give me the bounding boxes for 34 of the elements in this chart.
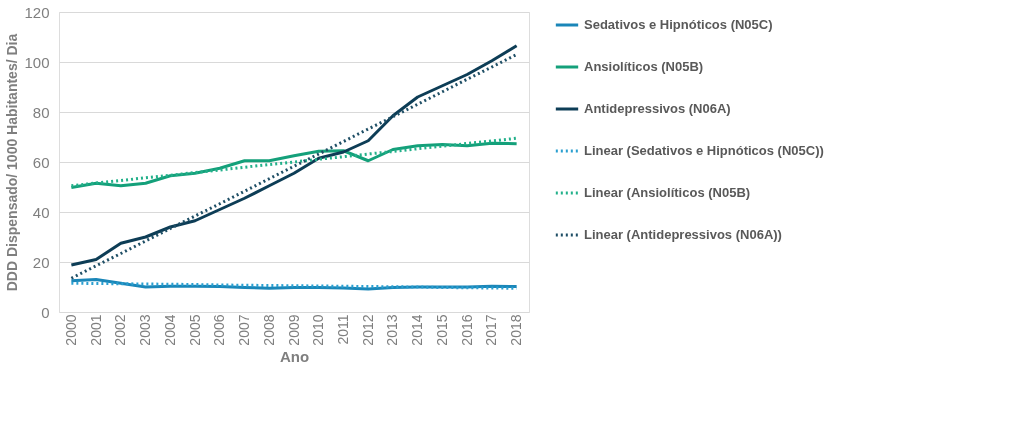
x-axis-title: Ano	[279, 347, 310, 365]
x-tick-label: 2010	[310, 314, 327, 346]
x-tick-label: 2004	[161, 314, 178, 346]
x-tick-label: 2014	[409, 314, 426, 346]
y-tick-label: 60	[32, 153, 50, 171]
y-tick-label: 40	[32, 203, 50, 221]
x-tick-label: 2002	[112, 314, 129, 346]
legend-label: Linear (Sedativos e Hipnóticos (N05C))	[584, 143, 824, 158]
x-tick-label: 2018	[508, 314, 525, 346]
y-tick-label: 120	[24, 3, 50, 21]
x-tick-label: 2008	[260, 314, 277, 346]
legend-label: Antidepressivos (N06A)	[584, 101, 731, 116]
legend-label: Ansiolíticos (N05B)	[584, 59, 704, 74]
x-tick-label: 2016	[458, 314, 475, 346]
x-tick-label: 2017	[483, 314, 500, 346]
x-tick-label: 2013	[384, 314, 401, 346]
x-tick-label: 2007	[236, 314, 253, 346]
x-tick-label: 2012	[359, 314, 376, 346]
legend-label: Linear (Ansiolíticos (N05B)	[584, 185, 751, 200]
legend-label: Linear (Antidepressivos (N06A))	[584, 227, 782, 242]
x-tick-label: 2003	[137, 314, 154, 346]
x-tick-label: 2015	[433, 314, 450, 346]
y-axis-title: DDD Dispensado/ 1000 Habitantes/ Dia	[4, 33, 21, 292]
x-tick-label: 2000	[62, 314, 79, 346]
y-tick-label: 20	[32, 253, 50, 271]
y-tick-label: 80	[32, 103, 50, 121]
x-tick-label: 2011	[334, 314, 351, 345]
x-tick-label: 2001	[87, 314, 104, 346]
legend-label: Sedativos e Hipnóticos (N05C)	[584, 17, 773, 32]
y-tick-label: 0	[41, 303, 50, 321]
y-tick-label: 100	[24, 53, 50, 71]
x-tick-label: 2005	[186, 314, 203, 346]
x-tick-label: 2006	[211, 314, 228, 346]
x-tick-label: 2009	[285, 314, 302, 346]
